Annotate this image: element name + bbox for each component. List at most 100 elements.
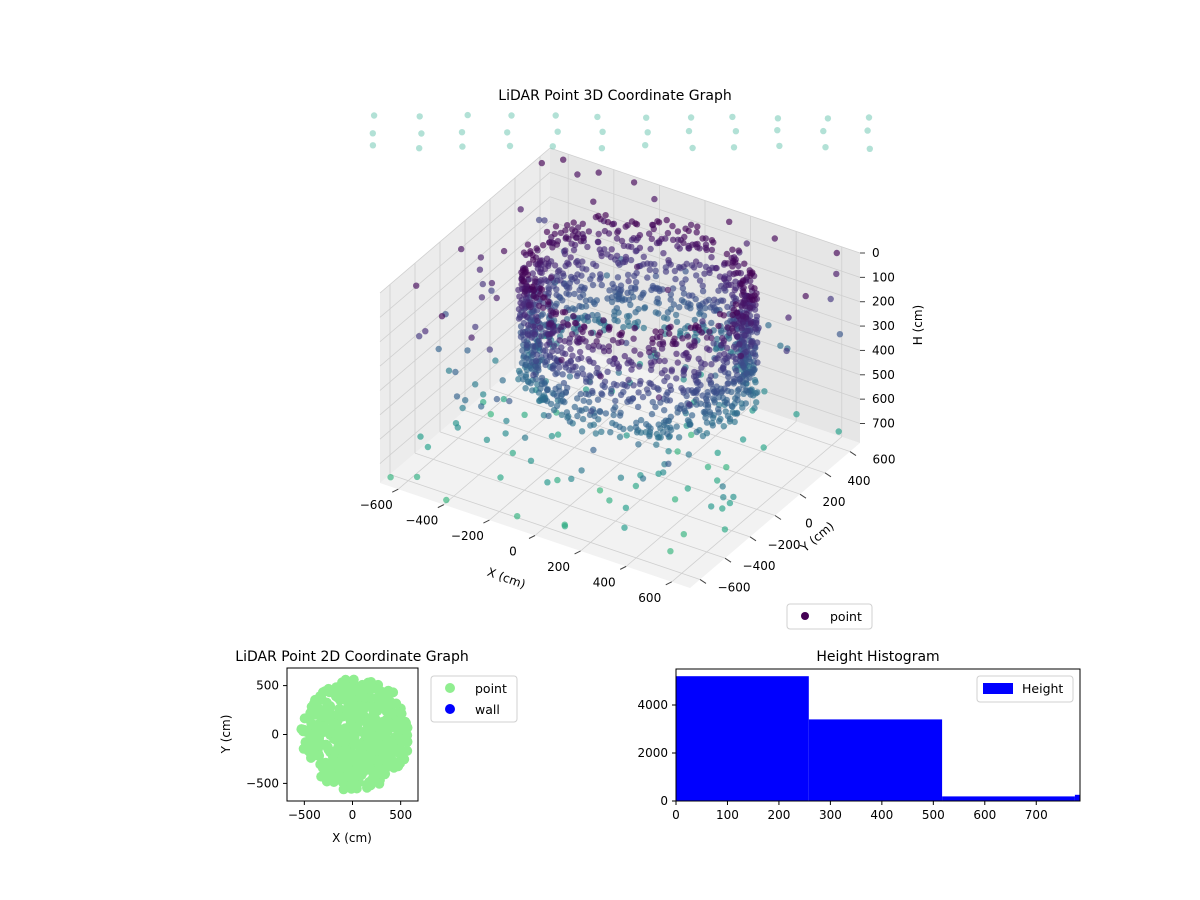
chart-3d-point <box>678 297 686 304</box>
chart-3d-point <box>578 354 585 361</box>
chart-3d-point <box>673 375 680 382</box>
chart-3d-point <box>708 254 715 261</box>
chart-2d-point <box>395 707 406 718</box>
chart-3d-point <box>559 270 567 277</box>
chart-3d-point <box>691 316 698 324</box>
chart-3d-point <box>748 338 755 346</box>
chart-3d-point <box>657 328 665 335</box>
chart-3d-point <box>715 322 722 330</box>
chart-3d-point <box>685 353 692 360</box>
chart-3d-point <box>521 411 528 418</box>
chart-3d-point <box>720 423 727 430</box>
chart-3d-point <box>723 464 730 471</box>
chart-3d-point <box>673 423 680 430</box>
chart-3d-point <box>656 333 664 340</box>
chart-3d-point <box>569 352 576 359</box>
chart-3d-point <box>546 339 553 346</box>
chart-3d-point <box>636 244 644 251</box>
chart-3d-point <box>647 245 654 253</box>
chart-3d-point <box>650 383 657 390</box>
chart-3d-point <box>559 371 566 378</box>
chart-3d-point <box>570 363 577 370</box>
chart-3d-point <box>724 324 731 331</box>
chart-3d-point <box>604 218 612 226</box>
chart-3d-point <box>529 283 536 291</box>
chart-3d-point <box>416 113 423 120</box>
chart-3d-point <box>714 477 721 484</box>
chart-3d-point <box>596 487 604 494</box>
chart-3d-point <box>624 289 631 296</box>
chart-3d-point <box>719 483 726 490</box>
chart-3d-point <box>571 274 578 282</box>
chart-3d-point <box>741 260 748 267</box>
chart-3d-point <box>743 370 750 377</box>
chart-3d-point <box>692 396 700 403</box>
chart-3d-point <box>680 263 687 270</box>
chart-3d-point <box>694 244 701 251</box>
chart-3d-point <box>646 230 653 237</box>
chart-3d-point <box>737 352 745 360</box>
chart-3d-point <box>605 326 613 333</box>
chart-3d-point <box>663 391 670 398</box>
chart-3d-point <box>546 321 554 328</box>
chart-3d-point <box>578 428 586 435</box>
chart-3d-point <box>613 252 621 259</box>
chart-3d-point <box>721 350 728 358</box>
chart-3d-point <box>706 266 713 274</box>
chart-3d-point <box>708 319 715 327</box>
chart-3d-point <box>637 351 644 358</box>
chart-3d-point <box>584 243 591 251</box>
chart-3d-point <box>595 212 602 220</box>
chart-3d-point <box>613 305 621 312</box>
chart-3d-point <box>472 323 479 331</box>
chart-3d-point <box>661 377 668 385</box>
chart-3d-point <box>730 343 738 350</box>
chart-3d-point <box>625 296 633 304</box>
chart-3d-point <box>435 345 442 353</box>
chart-3d-point <box>738 302 745 309</box>
chart-3d-point <box>739 404 746 411</box>
chart-3d-point <box>517 333 525 340</box>
chart-3d-point <box>600 317 607 324</box>
chart-3d-point <box>704 463 712 471</box>
chart-3d-point <box>718 388 726 395</box>
chart-3d-point <box>571 306 579 313</box>
chart-3d-point <box>632 309 639 316</box>
chart-2d-title: LiDAR Point 2D Coordinate Graph <box>235 649 468 665</box>
chart-3d-point <box>703 397 710 404</box>
chart-3d-ytick-label: 400 <box>848 474 871 488</box>
chart-3d-point <box>539 304 547 311</box>
chart-3d-point <box>579 415 587 423</box>
chart-3d-point <box>628 243 635 251</box>
chart-3d-point <box>651 195 658 203</box>
chart-3d-point <box>620 242 628 249</box>
histogram-legend-swatch <box>983 683 1013 694</box>
chart-3d-point <box>546 239 553 246</box>
chart-3d-point <box>478 403 485 410</box>
chart-3d-point <box>615 293 622 301</box>
chart-3d-point <box>702 408 709 415</box>
chart-3d-point <box>617 282 625 289</box>
chart-3d-point <box>674 448 681 455</box>
chart-3d-point <box>710 395 717 402</box>
chart-3d-point <box>577 390 584 398</box>
chart-3d-point <box>537 269 544 276</box>
chart-3d-point <box>598 252 605 260</box>
chart-3d-point <box>687 221 695 228</box>
chart-2d-xtick-label: −500 <box>288 808 321 822</box>
chart-3d-point <box>575 261 582 268</box>
chart-3d-point <box>724 260 731 267</box>
chart-3d-point <box>522 361 529 369</box>
chart-3d-point <box>753 319 760 326</box>
chart-3d-point <box>722 355 729 362</box>
chart-3d-point <box>672 275 679 283</box>
chart-3d-point <box>740 318 747 326</box>
chart-3d-point <box>500 247 508 255</box>
histogram-ytick-label: 0 <box>660 794 668 808</box>
chart-3d-point <box>640 253 647 260</box>
chart-3d-point <box>733 333 741 340</box>
chart-3d-point <box>576 294 584 301</box>
chart-3d-point <box>538 312 545 319</box>
chart-3d-point <box>824 115 832 122</box>
chart-3d-ticks: −600−400−2000200400600−600−400−200020040… <box>360 246 896 605</box>
